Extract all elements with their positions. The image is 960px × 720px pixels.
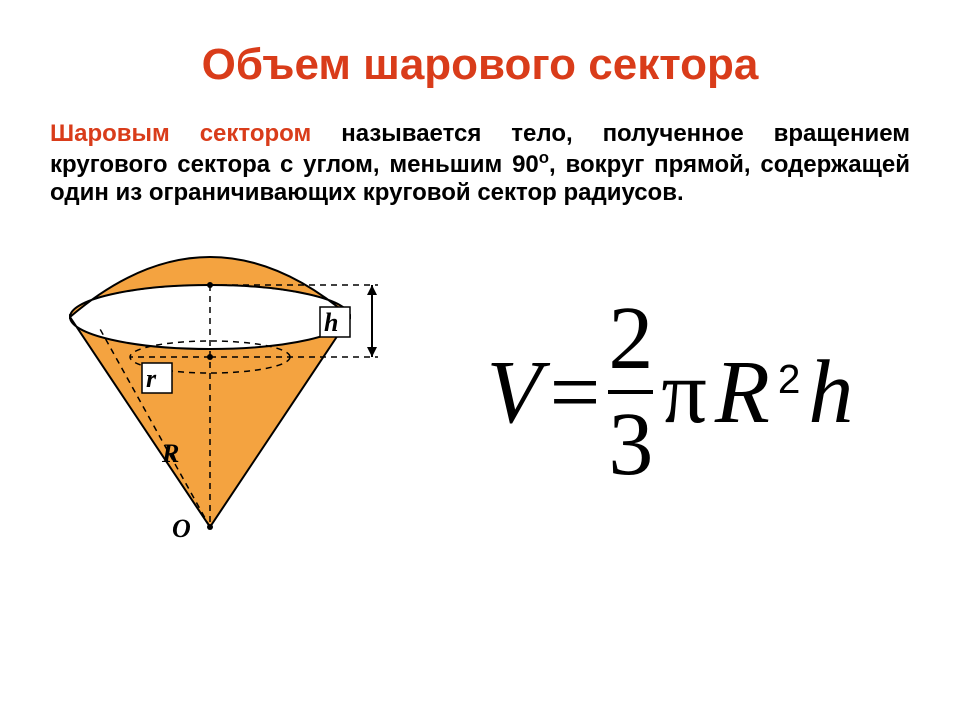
svg-text:h: h xyxy=(324,308,338,337)
formula-denominator: 3 xyxy=(608,394,653,490)
definition-lead: Шаровым сектором xyxy=(50,120,311,147)
formula-numerator: 2 xyxy=(608,294,653,390)
formula-h: h xyxy=(808,341,853,444)
page-title: Объем шарового сектора xyxy=(0,0,960,90)
svg-text:R: R xyxy=(161,439,179,468)
formula-V: V xyxy=(487,341,542,444)
formula-equals: = xyxy=(550,341,601,444)
spherical-sector-diagram: h r R O xyxy=(40,227,420,557)
formula-exponent: 2 xyxy=(778,356,801,403)
formula-R: R xyxy=(715,341,770,444)
formula-pi: π xyxy=(661,341,706,444)
svg-text:O: O xyxy=(172,514,191,543)
definition-degree-sup: о xyxy=(539,148,549,167)
definition-paragraph: Шаровым сектором называется тело, получе… xyxy=(0,90,960,217)
formula-fraction: 2 3 xyxy=(608,294,653,490)
content-row: hrRO V = 2 3 πR2h xyxy=(0,227,960,557)
volume-formula: V = 2 3 πR2h xyxy=(420,227,920,557)
svg-text:r: r xyxy=(146,364,157,393)
